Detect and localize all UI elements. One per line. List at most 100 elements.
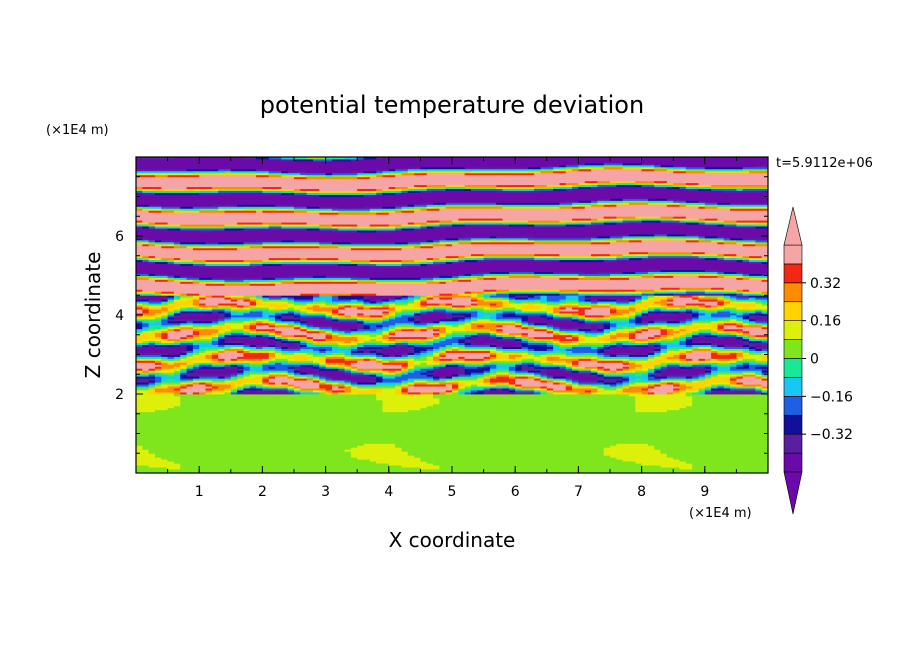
field-cell (237, 449, 244, 452)
field-cell (218, 443, 225, 446)
field-cell (173, 443, 181, 446)
field-cell (256, 439, 263, 442)
field-cell (388, 457, 396, 460)
field-cell (445, 457, 453, 460)
field-cell (414, 447, 421, 450)
field-cell (439, 461, 447, 464)
field-cell (584, 447, 592, 450)
field-cell (540, 443, 548, 446)
field-cell (534, 465, 541, 468)
field-cell (357, 467, 364, 470)
field-cell (205, 461, 213, 464)
field-cell (521, 467, 529, 470)
field-cell (420, 467, 428, 470)
field-cell (470, 465, 478, 468)
field-cell (186, 459, 194, 462)
field-cell (306, 447, 314, 450)
field-cell (312, 469, 320, 472)
field-cell (483, 443, 491, 446)
field-cell (249, 445, 257, 448)
field-cell (660, 461, 668, 464)
field-cell (142, 467, 150, 470)
field-cell (325, 439, 333, 442)
field-cell (603, 469, 611, 472)
field-cell (312, 461, 320, 464)
field-cell (477, 469, 484, 472)
field-cell (357, 451, 364, 454)
field-cell (521, 441, 529, 444)
field-cell (508, 471, 516, 473)
field-cell (287, 459, 295, 462)
field-cell (426, 457, 434, 460)
field-cell (136, 467, 143, 470)
field-cell (287, 447, 295, 450)
field-cell (610, 463, 617, 466)
field-cell (167, 441, 175, 444)
field-cell (186, 451, 194, 454)
field-cell (414, 455, 421, 458)
field-cell (723, 439, 731, 442)
field-cell (161, 439, 168, 442)
field-cell (553, 451, 560, 454)
field-cell (502, 469, 510, 472)
field-cell (489, 459, 497, 462)
field-cell (211, 467, 219, 470)
field-cell (502, 445, 510, 448)
field-cell (673, 453, 680, 456)
field-cell (546, 455, 554, 458)
field-cell (654, 445, 661, 448)
field-cell (312, 445, 320, 448)
field-cell (502, 463, 510, 466)
field-cell (559, 459, 567, 462)
field-cell (154, 471, 162, 473)
field-cell (331, 465, 339, 468)
field-cell (603, 463, 611, 466)
field-cell (452, 447, 459, 450)
field-cell (445, 439, 453, 442)
field-cell (679, 459, 687, 462)
field-cell (704, 449, 712, 452)
field-cell (325, 465, 333, 468)
field-cell (161, 465, 168, 468)
field-cell (420, 461, 428, 464)
field-cell (173, 463, 181, 466)
field-cell (553, 441, 560, 444)
field-cell (306, 439, 314, 442)
field-cell (717, 471, 725, 473)
field-cell (331, 457, 339, 460)
field-cell (540, 455, 548, 458)
field-cell (230, 465, 238, 468)
field-cell (622, 471, 630, 473)
field-cell (622, 457, 630, 460)
field-cell (723, 469, 731, 472)
field-cell (325, 457, 333, 460)
field-cell (584, 449, 592, 452)
field-cell (711, 443, 718, 446)
field-cell (723, 457, 731, 460)
field-cell (527, 445, 535, 448)
field-cell (230, 449, 238, 452)
field-cell (452, 459, 459, 462)
field-cell (559, 449, 567, 452)
field-cell (363, 445, 371, 448)
field-cell (489, 465, 497, 468)
field-cell (445, 443, 453, 446)
field-cell (363, 447, 371, 450)
field-cell (426, 445, 434, 448)
field-cell (559, 465, 567, 468)
field-cell (730, 467, 737, 470)
field-cell (685, 455, 693, 458)
field-cell (666, 441, 674, 444)
field-cell (205, 469, 213, 472)
field-cell (262, 451, 270, 454)
field-cell (489, 469, 497, 472)
field-cell (414, 453, 421, 456)
field-cell (325, 445, 333, 448)
field-cell (527, 439, 535, 442)
field-cell (647, 453, 655, 456)
field-cell (205, 453, 213, 456)
field-cell (647, 459, 655, 462)
field-cell (546, 441, 554, 444)
field-cell (211, 453, 219, 456)
field-cell (761, 451, 768, 454)
